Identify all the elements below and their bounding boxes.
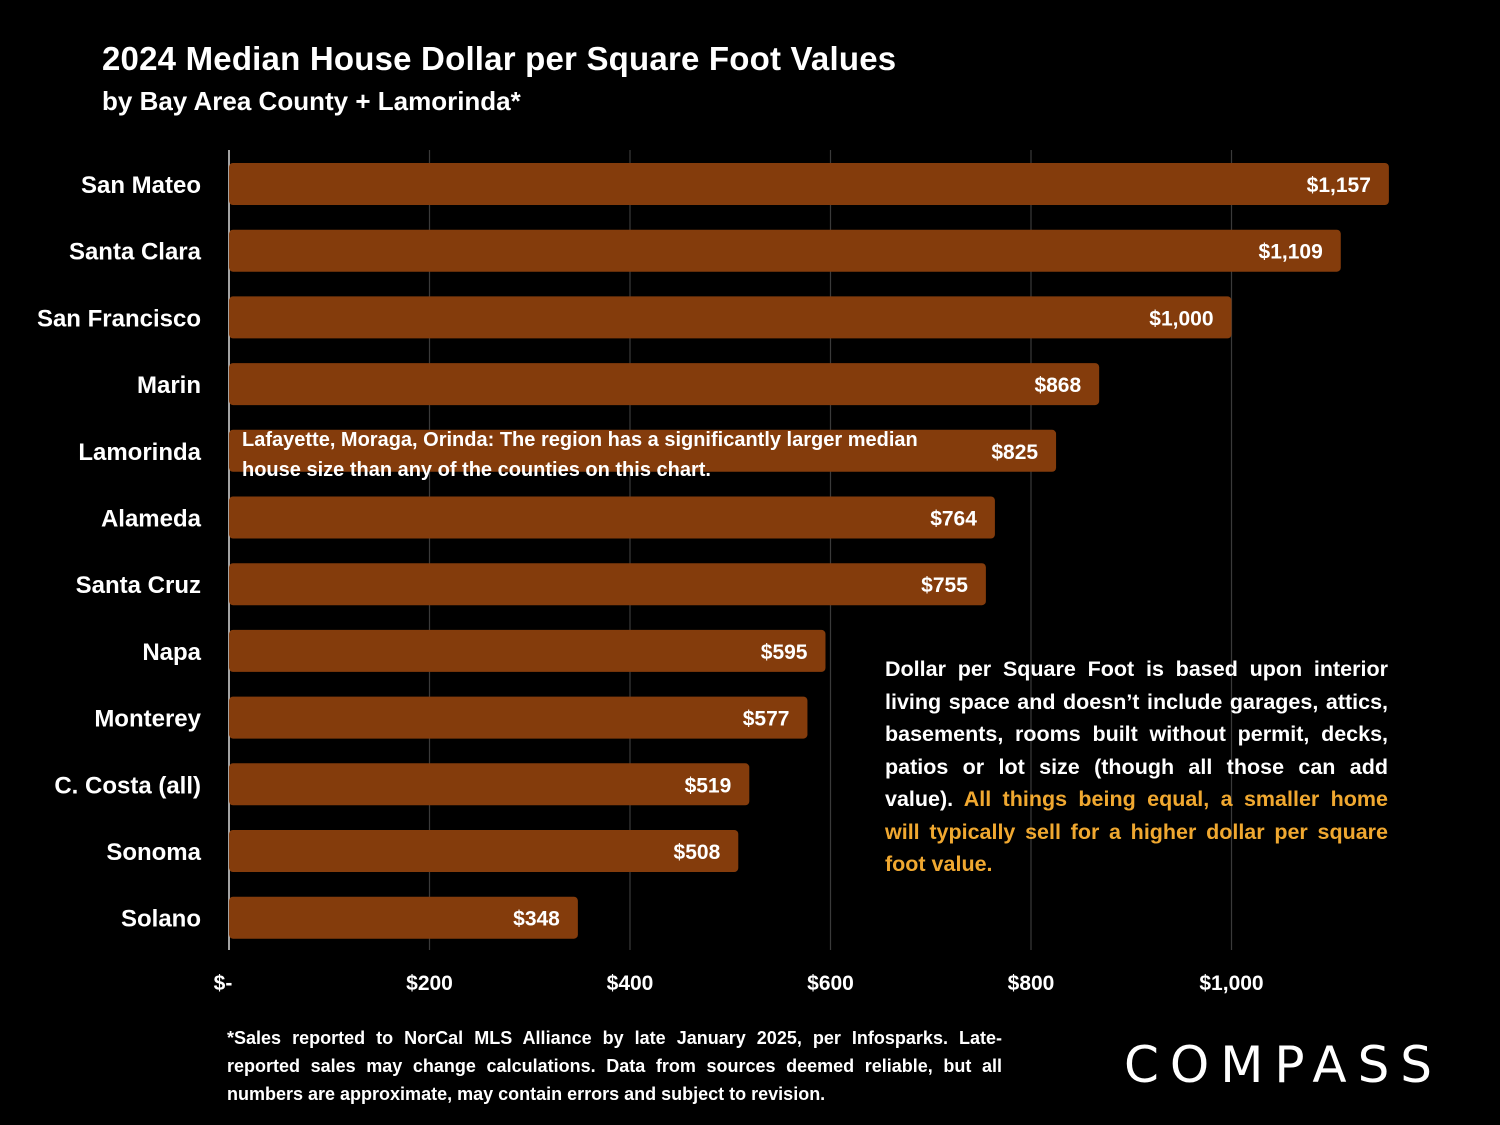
- value-label-2: $1,000: [1149, 307, 1213, 330]
- bar-5: [229, 496, 995, 539]
- chart-title: 2024 Median House Dollar per Square Foot…: [102, 40, 897, 77]
- x-tick-label-2: $400: [607, 972, 654, 995]
- category-label-6: Santa Cruz: [76, 572, 201, 599]
- x-tick-labels: $- $200 $400 $600 $800 $1,000: [214, 972, 1264, 995]
- category-label-5: Alameda: [101, 506, 202, 533]
- category-label-8: Monterey: [94, 706, 201, 733]
- dpsf-note: Dollar per Square Foot is based upon int…: [885, 653, 1388, 881]
- chart-subtitle: by Bay Area County + Lamorinda*: [102, 86, 521, 116]
- value-label-5: $764: [930, 508, 977, 531]
- footnote: *Sales reported to NorCal MLS Alliance b…: [227, 1028, 1002, 1104]
- lamorinda-note: Lafayette, Moraga, Orinda: The region ha…: [242, 429, 918, 481]
- gridlines: [228, 150, 1233, 950]
- bar-8: [229, 696, 808, 739]
- category-label-10: Sonoma: [106, 839, 201, 866]
- value-label-6: $755: [921, 574, 968, 597]
- value-label-0: $1,157: [1307, 174, 1371, 197]
- category-label-11: Solano: [121, 906, 201, 933]
- x-tick-label-4: $800: [1008, 972, 1055, 995]
- bar-11: [229, 896, 578, 939]
- bar-2: [229, 296, 1232, 339]
- x-tick-label-5: $1,000: [1199, 972, 1263, 995]
- category-labels: San Mateo Santa Clara San Francisco Marin La…: [37, 172, 202, 933]
- value-label-4: $825: [991, 441, 1038, 464]
- value-label-9: $519: [685, 774, 732, 797]
- value-label-8: $577: [743, 708, 790, 731]
- category-label-3: Marin: [137, 372, 201, 399]
- value-labels: $1,157 $1,109 $1,000 $868 $825 $764 $755 $595 $5…: [513, 174, 1371, 931]
- category-label-9: C. Costa (all): [54, 772, 201, 799]
- category-label-7: Napa: [142, 639, 201, 666]
- x-tick-label-0: $-: [214, 972, 233, 995]
- category-label-0: San Mateo: [81, 172, 201, 199]
- category-label-2: San Francisco: [37, 305, 201, 332]
- category-label-4: Lamorinda: [78, 439, 201, 466]
- category-label-1: Santa Clara: [69, 239, 202, 266]
- value-label-11: $348: [513, 908, 560, 931]
- bar-3: [229, 363, 1100, 406]
- dpsf-note-plain: Dollar per Square Foot is based upon int…: [885, 657, 1388, 811]
- value-label-1: $1,109: [1259, 241, 1323, 264]
- bar-1: [229, 229, 1341, 272]
- bar-9: [229, 763, 750, 806]
- bars: [229, 163, 1389, 939]
- bar-0: [229, 163, 1389, 205]
- x-tick-label-3: $600: [807, 972, 854, 995]
- value-label-3: $868: [1034, 374, 1081, 397]
- value-label-10: $508: [674, 841, 721, 864]
- bar-6: [229, 563, 986, 606]
- compass-logo: COMPASS: [1124, 1036, 1444, 1094]
- bar-4: [229, 429, 1057, 472]
- dpsf-note-highlight: All things being equal, a smaller home w…: [885, 787, 1388, 876]
- x-tick-label-1: $200: [406, 972, 453, 995]
- bar-10: [229, 830, 739, 872]
- bar-7: [229, 629, 826, 672]
- value-label-7: $595: [761, 641, 808, 664]
